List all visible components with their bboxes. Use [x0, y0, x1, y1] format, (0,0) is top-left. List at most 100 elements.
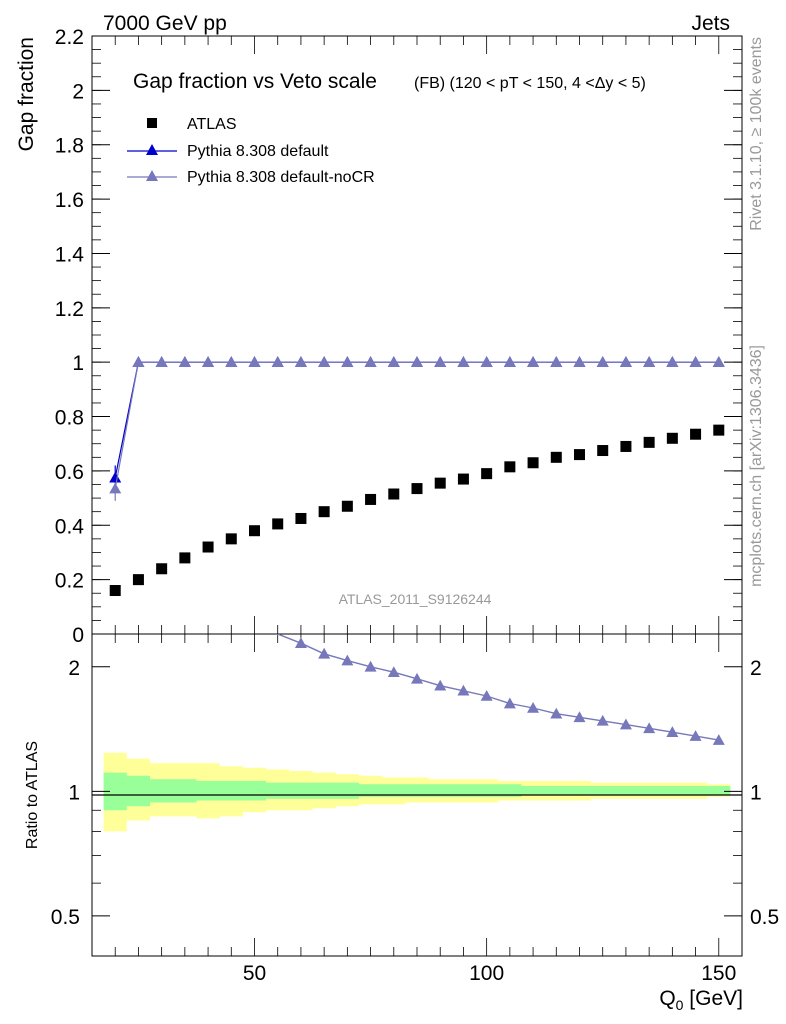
- analysis-watermark: ATLAS_2011_S9126244: [339, 591, 492, 607]
- marker-nocr: [457, 356, 470, 367]
- y-tick-label-main: 1.2: [55, 298, 84, 321]
- marker-nocr: [155, 356, 168, 367]
- marker-atlas: [225, 533, 237, 545]
- legend-marker-default: [146, 144, 158, 155]
- marker-nocr: [643, 356, 656, 367]
- ratio-y-tick-label-right: 1: [750, 781, 762, 804]
- marker-nocr: [550, 356, 563, 367]
- marker-nocr: [527, 356, 540, 367]
- ratio-marker-nocr: [643, 722, 656, 734]
- marker-nocr: [341, 356, 354, 367]
- ratio-marker-nocr: [387, 666, 400, 678]
- ratio-marker-nocr: [666, 726, 679, 737]
- marker-atlas: [365, 493, 377, 505]
- marker-nocr: [411, 356, 423, 367]
- ratio-marker-nocr: [411, 672, 423, 684]
- marker-atlas: [295, 512, 307, 524]
- ratio-series-clipped: [276, 634, 725, 745]
- legend-label-nocr: Pythia 8.308 default-noCR: [187, 169, 375, 186]
- ratio-axes: 0.5 0.5 1 1 2 2 50 100 150: [51, 634, 779, 985]
- legend-label-atlas: ATLAS: [187, 116, 237, 133]
- x-tick-label: 150: [701, 962, 736, 985]
- y-axis-label-main: Gap fraction: [15, 37, 38, 151]
- ratio-marker-nocr: [434, 679, 447, 691]
- marker-nocr: [248, 356, 261, 367]
- marker-nocr: [387, 356, 400, 367]
- ratio-marker-nocr: [318, 647, 331, 659]
- marker-nocr: [318, 356, 331, 367]
- ratio-marker-nocr: [689, 730, 702, 741]
- ratio-uncertainty-bands: [103, 752, 731, 832]
- marker-atlas: [713, 424, 725, 436]
- marker-nocr: [364, 356, 377, 367]
- marker-atlas: [457, 473, 469, 485]
- marker-atlas: [109, 585, 121, 597]
- marker-atlas: [574, 449, 585, 461]
- legend-marker-nocr: [146, 170, 158, 181]
- chart-subtitle: (FB) (120 < pT < 150, 4 <Δy < 5): [414, 75, 646, 92]
- marker-atlas: [179, 552, 191, 564]
- marker-nocr: [271, 356, 284, 367]
- y-tick-label-main: 0.6: [55, 461, 84, 484]
- marker-nocr: [178, 356, 191, 367]
- legend-marker-atlas: [147, 118, 157, 128]
- x-axis-label-subscript: 0: [676, 997, 684, 1013]
- ratio-inner-band: [103, 772, 731, 811]
- ratio-series: [276, 634, 725, 745]
- chart-title: Gap fraction vs Veto scale: [133, 70, 377, 93]
- ratio-y-tick-label-right: 2: [750, 657, 762, 680]
- ratio-marker-nocr: [619, 718, 632, 730]
- marker-atlas: [620, 440, 632, 452]
- ratio-y-tick-label-right: 0.5: [750, 906, 779, 929]
- marker-atlas: [341, 500, 353, 512]
- y-tick-label-main: 1.8: [55, 135, 84, 158]
- marker-nocr: [712, 356, 725, 367]
- marker-atlas: [597, 445, 609, 457]
- marker-atlas: [550, 451, 562, 463]
- marker-nocr: [225, 356, 238, 367]
- marker-nocr: [689, 356, 702, 367]
- y-tick-label-main: 2.2: [55, 26, 84, 49]
- y-tick-label-main: 0.2: [55, 570, 84, 593]
- y-axis-label-ratio: Ratio to ATLAS: [24, 741, 41, 849]
- ratio-marker-nocr: [457, 684, 470, 696]
- legend-label-default: Pythia 8.308 default: [187, 143, 329, 160]
- ratio-marker-nocr: [503, 697, 516, 709]
- ratio-marker-nocr: [550, 707, 563, 719]
- marker-default: [109, 471, 122, 483]
- ratio-y-tick-label-left: 2: [68, 657, 80, 680]
- marker-atlas: [527, 457, 539, 469]
- main-series: [109, 356, 725, 597]
- series-line-default: [114, 361, 719, 478]
- marker-atlas: [666, 432, 678, 444]
- x-axis-label: Q0 [GeV]: [659, 987, 743, 1013]
- y-tick-label-main: 2: [72, 80, 84, 103]
- y-tick-label-main: 0.8: [55, 407, 84, 430]
- ratio-marker-nocr: [294, 637, 307, 649]
- y-tick-label-main: 0.4: [55, 515, 85, 538]
- marker-atlas: [434, 477, 446, 489]
- ratio-y-tick-label-left: 1: [68, 781, 80, 804]
- y-tick-label-main: 0: [72, 624, 84, 647]
- marker-nocr: [434, 356, 447, 367]
- marker-nocr: [596, 356, 609, 367]
- marker-atlas: [202, 541, 214, 553]
- ratio-line-nocr: [276, 634, 719, 741]
- marker-nocr: [132, 356, 145, 367]
- main-axes: 0 0.2 0.4 0.6 0.8 1 1.2 1.4 1.6 1.8 2 2.2: [55, 26, 743, 647]
- ratio-marker-nocr: [527, 701, 540, 713]
- x-axis-label-q: Q: [659, 987, 675, 1010]
- marker-atlas: [132, 574, 144, 586]
- mcplots-reference-text: mcplots.cern.ch [arXiv:1306.3436]: [748, 345, 765, 587]
- marker-nocr: [294, 356, 307, 367]
- marker-atlas: [643, 436, 655, 448]
- marker-nocr: [573, 356, 586, 367]
- marker-atlas: [690, 428, 702, 440]
- marker-nocr: [109, 482, 122, 494]
- marker-nocr: [202, 356, 215, 367]
- marker-atlas: [504, 461, 516, 473]
- marker-atlas: [411, 483, 423, 495]
- marker-atlas: [318, 506, 330, 518]
- ratio-marker-nocr: [712, 734, 725, 745]
